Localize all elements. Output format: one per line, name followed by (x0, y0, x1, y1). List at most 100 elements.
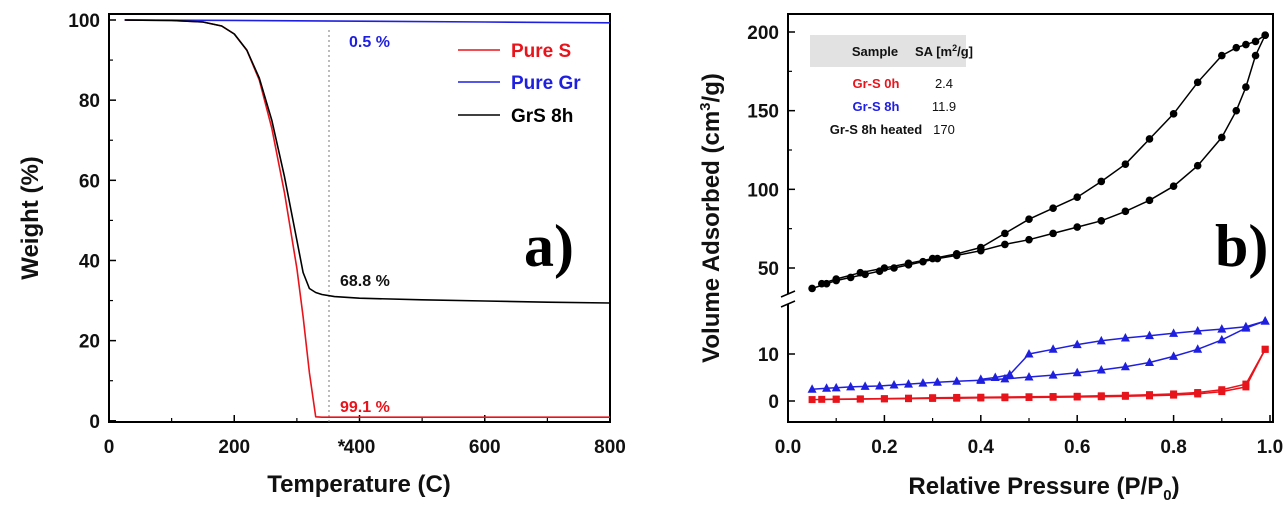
data-point-gr-s-8h (1145, 330, 1154, 340)
data-point-gr-s-0h (929, 394, 937, 402)
data-point-gr-s-0h (1170, 390, 1178, 398)
data-point-gr-s-8h-heated (808, 284, 816, 293)
series-line-gr-s-0h-desorption (821, 348, 1266, 401)
data-point-gr-s-8h (1005, 369, 1015, 379)
data-point-gr-s-8h (990, 372, 1000, 381)
data-point-gr-s-0h (1073, 392, 1081, 400)
panel-a-legend: Pure S Pure Gr GrS 8h (458, 41, 581, 127)
data-point-gr-s-8h (1193, 344, 1203, 353)
data-point-gr-s-8h (952, 376, 962, 385)
data-point-gr-s-8h (1169, 328, 1179, 337)
data-point-gr-s-8h-heated (817, 279, 826, 288)
data-point-gr-s-8h-heated (1261, 31, 1269, 39)
data-point-gr-s-8h-heated (1193, 78, 1202, 87)
series-line-pure-gr (124, 19, 611, 24)
panel-a-y-label: Weight (%) (17, 156, 44, 280)
table-row-sa: 2.4 (935, 76, 953, 91)
data-point-gr-s-8h (1145, 357, 1154, 366)
data-point-gr-s-8h-heated (832, 275, 840, 283)
legend-label-pure-gr: Pure Gr (511, 73, 581, 94)
x-tick-label: 200 (218, 437, 250, 458)
data-point-gr-s-8h (875, 380, 885, 390)
data-point-gr-s-8h-heated (1242, 40, 1250, 49)
x-tick-label: 1.0 (1257, 437, 1283, 458)
series-line-gr-s-8h-desorption (980, 320, 1266, 381)
series-line-gr-s-8h-heated-desorption (821, 34, 1266, 285)
data-point-gr-s-8h-heated (1097, 217, 1106, 225)
data-point-gr-s-8h (822, 383, 832, 392)
data-point-gr-s-8h-heated (952, 250, 961, 258)
table-row-sa: 11.9 (932, 99, 956, 114)
panel-b-series (807, 31, 1270, 404)
data-point-gr-s-8h-heated (904, 259, 913, 268)
data-point-gr-s-8h (807, 384, 817, 393)
data-point-gr-s-8h (846, 381, 856, 391)
data-point-gr-s-8h-heated (1049, 229, 1057, 238)
y-tick-label: 10 (758, 345, 779, 366)
data-point-gr-s-8h (1169, 351, 1179, 360)
data-point-gr-s-0h (1146, 391, 1153, 399)
data-point-gr-s-0h (1025, 393, 1033, 401)
panel-b-y-label: Volume Adsorbed (cm3/g) (697, 73, 725, 363)
data-point-gr-s-8h (1096, 335, 1106, 345)
data-point-gr-s-8h (1000, 373, 1010, 383)
data-point-gr-s-8h-heated (1218, 133, 1226, 142)
data-point-gr-s-8h-heated (1145, 135, 1154, 143)
data-point-gr-s-0h (1194, 389, 1202, 397)
data-point-gr-s-8h-heated (1169, 182, 1178, 190)
annotation-grs-loss: 68.8 % (340, 273, 390, 290)
data-point-gr-s-0h (953, 393, 961, 401)
data-point-gr-s-8h (1193, 325, 1203, 335)
x-tick-label: 0.2 (871, 437, 897, 458)
x-tick-label: 0.4 (968, 437, 995, 458)
data-point-gr-s-0h (818, 395, 826, 403)
data-point-gr-s-8h-heated (1025, 235, 1033, 244)
data-point-gr-s-8h (1072, 339, 1082, 349)
x-tick-label: 400 (344, 437, 376, 458)
data-point-gr-s-8h (1096, 364, 1106, 374)
data-point-gr-s-8h (1024, 372, 1034, 381)
data-point-gr-s-0h (880, 395, 888, 403)
x-tick-label: 600 (469, 437, 501, 458)
data-point-gr-s-0h (832, 395, 840, 403)
panel-b-y-ticks: 50 100 150 200 0 10 (747, 23, 795, 413)
series-line-grs-8h (124, 19, 611, 304)
data-point-gr-s-8h (1120, 333, 1130, 342)
surface-area-table: Sample SA [m2/g] Gr-S 0h 2.4 Gr-S 8h 11.… (810, 35, 973, 137)
y-tick-label: 100 (747, 180, 779, 201)
panel-label-a: a) (524, 213, 574, 279)
data-point-gr-s-8h-heated (1232, 43, 1241, 52)
data-point-gr-s-8h (976, 374, 986, 383)
table-header-sa: SA [m2/g] (915, 43, 973, 59)
x-tick-label: 800 (594, 437, 626, 458)
y-tick-label: 80 (79, 91, 100, 112)
data-point-gr-s-8h (860, 381, 870, 390)
data-point-gr-s-8h-heated (1145, 196, 1154, 205)
data-point-gr-s-0h (1121, 391, 1129, 399)
data-point-gr-s-8h-heated (1073, 223, 1081, 231)
y-tick-label: 40 (79, 251, 100, 272)
panel-a-y-ticks: 0 20 40 60 80 100 (68, 11, 116, 433)
data-point-gr-s-0h (856, 395, 864, 403)
data-point-gr-s-8h-heated (1242, 83, 1250, 91)
data-point-gr-s-8h (1217, 334, 1227, 344)
table-row-sample: Gr-S 0h (853, 76, 900, 91)
y-tick-label: 200 (747, 23, 779, 44)
data-point-gr-s-8h-heated (1073, 193, 1081, 201)
y-tick-label: 0 (768, 392, 779, 413)
data-point-gr-s-8h (889, 380, 899, 389)
data-point-gr-s-8h-heated (1121, 160, 1130, 168)
data-point-gr-s-8h (1024, 349, 1034, 358)
table-header-sample: Sample (852, 44, 898, 59)
table-row-sample: Gr-S 8h heated (830, 122, 923, 137)
data-point-gr-s-8h-heated (856, 268, 865, 277)
panel-label-b: b) (1215, 213, 1268, 279)
data-point-gr-s-0h (1261, 345, 1269, 353)
x-tick-label: 0.8 (1160, 437, 1186, 458)
annotation-gr-loss: 0.5 % (349, 34, 390, 51)
y-tick-label: 20 (79, 332, 100, 353)
y-tick-label: 60 (79, 171, 100, 192)
data-point-gr-s-8h-heated (1049, 204, 1057, 213)
data-point-gr-s-8h-heated (1251, 37, 1260, 46)
data-point-gr-s-8h-heated (1121, 207, 1130, 216)
